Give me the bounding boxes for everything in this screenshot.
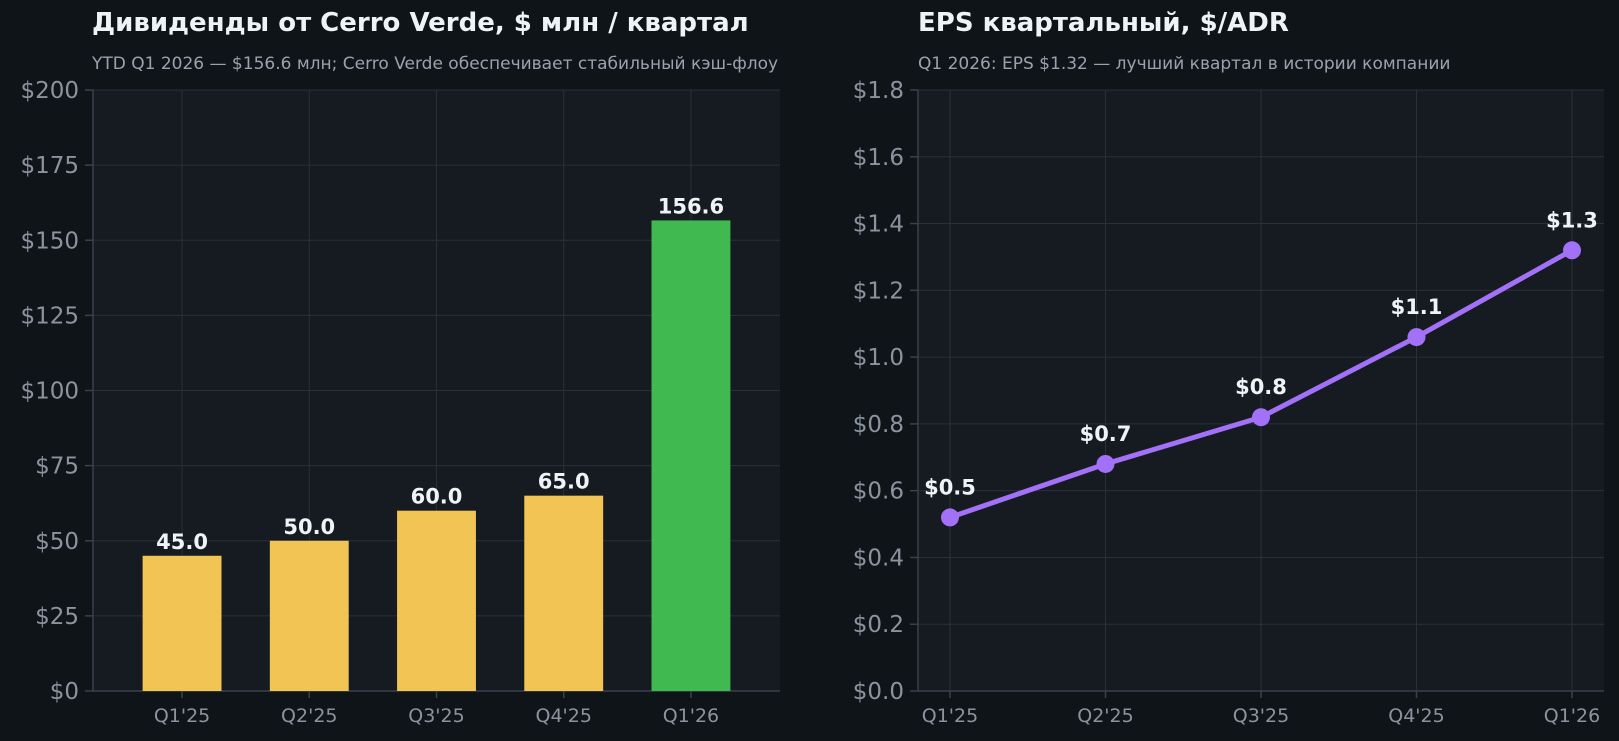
eps-x-tick-label: Q3'25: [1233, 705, 1289, 727]
eps-y-tick-label: $0.8: [853, 412, 904, 438]
eps-point-value-label: $0.5: [924, 475, 976, 499]
dividend-y-tick-label: $125: [20, 303, 79, 329]
dividend-bar-value-label: 60.0: [411, 485, 463, 509]
eps-y-tick-label: $1.0: [853, 345, 904, 371]
eps-point: [1096, 454, 1115, 473]
eps-point-value-label: $0.7: [1080, 422, 1132, 446]
right-chart-subtitle: Q1 2026: EPS $1.32 — лучший квартал в ис…: [918, 54, 1451, 74]
eps-point: [1563, 241, 1581, 260]
eps-y-tick-label: $0.0: [853, 679, 904, 705]
eps-y-tick-label: $0.4: [853, 545, 904, 571]
eps-point: [1407, 328, 1426, 347]
dividend-bar-value-label: 45.0: [156, 530, 208, 554]
dividend-bar-value-label: 65.0: [538, 470, 590, 494]
left-chart-title: Дивиденды от Cerro Verde, $ млн / кварта…: [92, 8, 749, 38]
dividend-y-tick-label: $175: [20, 153, 79, 179]
eps-point-value-label: $1.1: [1391, 295, 1443, 319]
left-chart-subtitle: YTD Q1 2026 — $156.6 млн; Cerro Verde об…: [92, 54, 779, 74]
dividend-bar: [397, 510, 476, 691]
eps-point: [941, 508, 959, 527]
eps-y-tick-label: $0.6: [853, 479, 904, 505]
dividend-x-tick-label: Q1'26: [663, 705, 719, 727]
eps-x-tick-label: Q2'25: [1077, 705, 1133, 727]
eps-x-tick-label: Q1'25: [922, 705, 978, 727]
eps-point: [1252, 408, 1270, 427]
eps-y-tick-label: $0.2: [853, 612, 904, 638]
eps-y-tick-label: $1.2: [853, 278, 904, 304]
dividend-x-tick-label: Q3'25: [408, 705, 464, 727]
right-chart-title: EPS квартальный, $/ADR: [918, 8, 1289, 38]
eps-x-tick-label: Q1'26: [1544, 705, 1600, 727]
eps-x-tick-label: Q4'25: [1388, 705, 1444, 727]
dividend-y-tick-label: $100: [20, 379, 79, 405]
dividend-y-tick-label: $0: [50, 679, 79, 705]
eps-y-tick-label: $1.4: [853, 212, 904, 238]
dividend-x-tick-label: Q4'25: [535, 705, 591, 727]
dividend-bar: [651, 220, 731, 692]
dividend-y-tick-label: $50: [35, 529, 79, 555]
dividend-y-tick-label: $150: [20, 228, 79, 254]
dividend-bar-value-label: 156.6: [658, 194, 724, 218]
eps-point-value-label: $0.8: [1235, 375, 1287, 399]
dividend-x-tick-label: Q1'25: [154, 705, 210, 727]
eps-point-value-label: $1.3: [1546, 208, 1598, 232]
dividend-y-tick-label: $200: [20, 78, 79, 104]
dividend-bar: [142, 555, 222, 691]
dividend-bar-value-label: 50.0: [283, 515, 335, 539]
dividend-y-tick-label: $75: [35, 454, 79, 480]
dividend-bar: [269, 540, 349, 691]
dividend-y-tick-label: $25: [35, 604, 79, 630]
eps-y-tick-label: $1.6: [853, 145, 904, 171]
dividend-bar: [524, 495, 604, 691]
dividend-x-tick-label: Q2'25: [281, 705, 337, 727]
eps-y-tick-label: $1.8: [853, 78, 904, 104]
